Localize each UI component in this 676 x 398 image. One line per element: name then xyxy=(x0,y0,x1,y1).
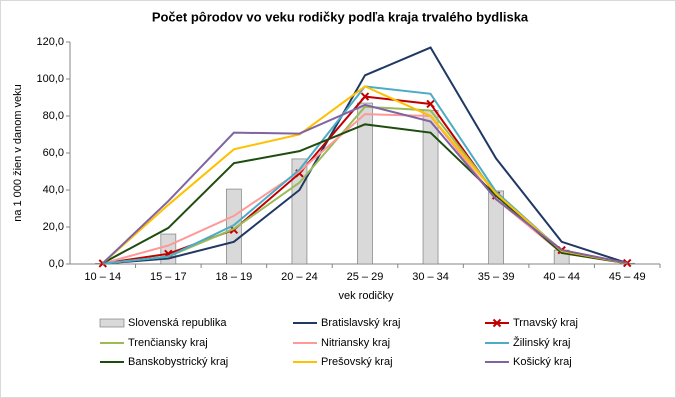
bar xyxy=(357,102,373,265)
x-tick-label: 45 – 49 xyxy=(609,271,646,283)
line xyxy=(102,103,628,265)
bar xyxy=(226,188,242,265)
x-tick-label: 25 – 29 xyxy=(347,271,384,283)
y-axis-label: na 1 000 žien v danom veku xyxy=(12,84,24,222)
x-tick-label: 40 – 44 xyxy=(543,271,580,283)
line xyxy=(102,46,628,265)
y-tick-label: 120,0 xyxy=(36,36,64,48)
legend-label: Trnavský kraj xyxy=(513,317,578,329)
legend-swatch xyxy=(99,318,125,328)
legend-label: Žilinský kraj xyxy=(513,336,570,349)
legend-label: Banskobystrický kraj xyxy=(128,356,228,368)
chart-title: Počet pôrodov vo veku rodičky podľa kraj… xyxy=(152,9,529,24)
legend-label: Prešovský kraj xyxy=(321,356,393,368)
x-tick-label: 15 – 17 xyxy=(150,271,187,283)
y-tick-label: 0,0 xyxy=(49,258,64,270)
y-tick-label: 60,0 xyxy=(43,147,64,159)
x-tick-label: 35 – 39 xyxy=(478,271,515,283)
y-tick-label: 40,0 xyxy=(43,184,64,196)
bar xyxy=(488,190,504,265)
y-tick-label: 80,0 xyxy=(43,110,64,122)
legend-label: Bratislavský kraj xyxy=(321,317,400,329)
legend-marker xyxy=(492,318,502,328)
marker xyxy=(426,99,435,109)
marker xyxy=(360,92,370,101)
legend-label: Košický kraj xyxy=(513,356,572,368)
y-tick-label: 20,0 xyxy=(43,221,64,233)
legend-label: Nitriansky kraj xyxy=(321,337,390,349)
x-tick-label: 10 – 14 xyxy=(84,271,121,283)
x-tick-label: 20 – 24 xyxy=(281,271,318,283)
x-axis-label: vek rodičky xyxy=(338,290,394,302)
legend-label: Slovenská republika xyxy=(128,317,227,329)
x-tick-label: 18 – 19 xyxy=(216,271,253,283)
y-tick-label: 100,0 xyxy=(36,73,64,85)
legend-label: Trenčiansky kraj xyxy=(128,337,208,349)
x-tick-label: 30 – 34 xyxy=(412,271,449,283)
